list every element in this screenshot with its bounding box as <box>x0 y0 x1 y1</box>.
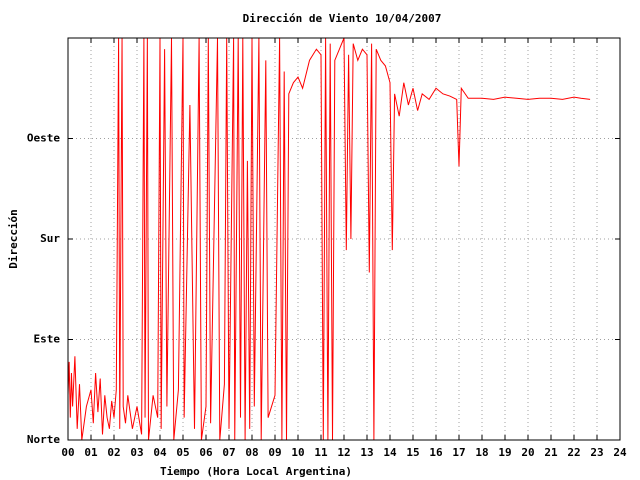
x-tick-label: 10 <box>291 446 304 459</box>
x-tick-label: 18 <box>475 446 488 459</box>
x-tick-label: 05 <box>176 446 189 459</box>
x-tick-label: 19 <box>498 446 511 459</box>
x-tick-label: 06 <box>199 446 213 459</box>
x-tick-label: 14 <box>383 446 397 459</box>
x-tick-label: 24 <box>613 446 627 459</box>
x-tick-label: 21 <box>544 446 558 459</box>
x-tick-label: 17 <box>452 446 465 459</box>
x-tick-label: 01 <box>84 446 98 459</box>
x-tick-label: 22 <box>567 446 580 459</box>
y-tick-label: Este <box>34 333 61 346</box>
x-tick-label: 09 <box>268 446 281 459</box>
data-line <box>67 37 591 441</box>
y-tick-label: Sur <box>40 232 60 245</box>
x-tick-label: 11 <box>314 446 328 459</box>
x-tick-label: 15 <box>406 446 419 459</box>
x-tick-label: 00 <box>61 446 74 459</box>
chart-title: Dirección de Viento 10/04/2007 <box>243 12 442 25</box>
x-tick-label: 12 <box>337 446 350 459</box>
x-tick-label: 13 <box>360 446 373 459</box>
y-axis-label: Dirección <box>7 209 20 269</box>
y-tick-label: Oeste <box>27 132 60 145</box>
x-tick-label: 20 <box>521 446 534 459</box>
x-tick-label: 04 <box>153 446 167 459</box>
plot-frame <box>67 37 621 441</box>
x-tick-label: 08 <box>245 446 258 459</box>
y-tick-label: Norte <box>27 433 60 446</box>
x-tick-label: 16 <box>429 446 443 459</box>
x-axis-label: Tiempo (Hora Local Argentina) <box>160 465 352 478</box>
x-tick-label: 02 <box>107 446 120 459</box>
x-tick-label: 23 <box>590 446 603 459</box>
x-tick-label: 07 <box>222 446 235 459</box>
x-tick-label: 03 <box>130 446 143 459</box>
